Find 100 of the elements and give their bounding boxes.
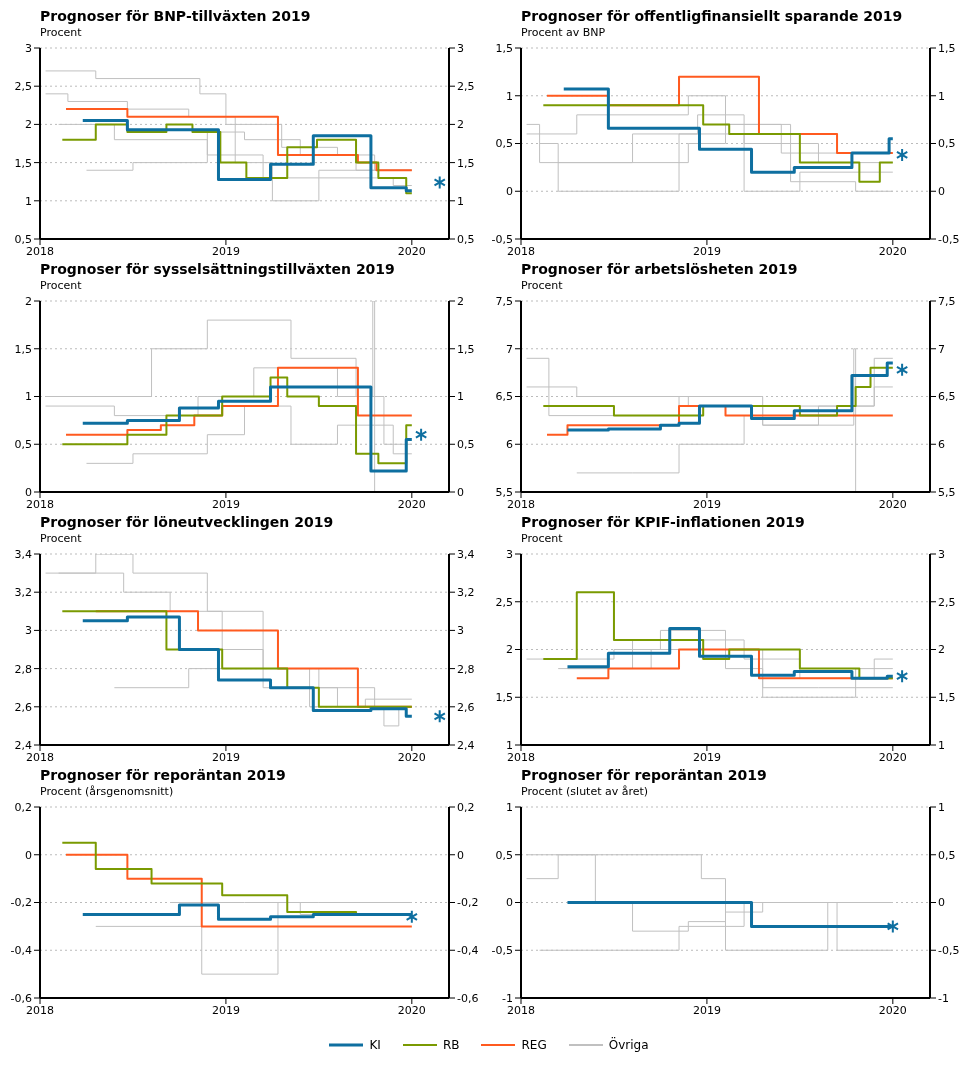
y2-tick-label: 0,5 (457, 232, 475, 246)
y2-tick-label: 1,5 (938, 41, 956, 55)
legend-label: RB (442, 1038, 460, 1052)
x-tick-label: 2020 (397, 750, 426, 764)
y2-tick-label: 0,5 (457, 438, 475, 452)
y-tick-label: 2,5 (14, 80, 32, 94)
chart-title: Prognoser för löneutvecklingen 2019 (40, 514, 335, 532)
y-tick-label: 3 (25, 41, 32, 55)
y2-tick-label: 1 (938, 738, 945, 752)
y-tick-label: -0,5 (491, 232, 513, 246)
x-tick-label: 2018 (26, 1003, 54, 1017)
x-tick-label: 2020 (397, 497, 426, 511)
y-tick-label: 6 (506, 438, 513, 452)
y-tick-label: 1 (506, 89, 513, 103)
y-tick-label: 2,5 (495, 595, 513, 609)
y-tick-label: 1,5 (495, 691, 513, 705)
y-tick-label: 3 (25, 624, 32, 638)
y-tick-label: -0,2 (10, 896, 32, 910)
y-tick-label: 0,5 (495, 137, 513, 151)
y2-tick-label: 1,5 (457, 156, 475, 170)
x-tick-label: 2020 (878, 244, 907, 258)
chart-subtitle: Procent (40, 279, 83, 294)
chart-title: Prognoser för offentligfinansiellt sparande 2019 (521, 8, 904, 26)
y-tick-label: 0 (25, 485, 32, 499)
x-tick-label: 2020 (397, 244, 426, 258)
chart-subtitle: Procent (slutet av året) (521, 785, 650, 800)
y2-tick-label: 1 (938, 800, 945, 814)
x-tick-label: 2019 (211, 1003, 240, 1017)
y-tick-label: 0,2 (14, 800, 32, 814)
x-tick-label: 2018 (26, 497, 54, 511)
y-tick-label: 0,5 (14, 438, 32, 452)
y2-tick-label: 1,5 (938, 691, 956, 705)
y2-tick-label: 1 (457, 194, 464, 208)
y-tick-label: -0,6 (10, 991, 32, 1005)
x-tick-label: 2019 (211, 497, 240, 511)
y2-tick-label: 2,5 (938, 595, 956, 609)
x-tick-label: 2018 (26, 244, 54, 258)
chart-subtitle: Procent (40, 26, 83, 41)
y2-tick-label: 3 (938, 547, 945, 561)
y-tick-label: 1 (506, 738, 513, 752)
y-tick-label: -0,4 (10, 944, 32, 958)
y-tick-label: 0,5 (14, 232, 32, 246)
x-tick-label: 2019 (692, 244, 721, 258)
y-tick-label: -0,5 (491, 944, 513, 958)
x-tick-label: 2019 (692, 497, 721, 511)
y2-tick-label: 1 (457, 390, 464, 404)
y2-tick-label: -1 (938, 991, 949, 1005)
y-tick-label: 2,6 (14, 700, 32, 714)
x-tick-label: 2020 (878, 497, 907, 511)
y2-tick-label: 2 (457, 118, 464, 132)
y-tick-label: 1 (25, 194, 32, 208)
y2-tick-label: -0,6 (457, 991, 479, 1005)
y-tick-label: 7,5 (495, 294, 513, 308)
y-tick-label: -1 (502, 991, 513, 1005)
y-tick-label: 1 (25, 390, 32, 404)
y2-tick-label: 3,2 (457, 586, 475, 600)
y2-tick-label: 2,5 (457, 80, 475, 94)
y-tick-label: 7 (506, 342, 513, 356)
y2-tick-label: 6,5 (938, 390, 956, 404)
x-tick-label: 2019 (692, 750, 721, 764)
y2-tick-label: 0,5 (938, 137, 956, 151)
y2-tick-label: 5,5 (938, 485, 956, 499)
x-tick-label: 2020 (878, 1003, 907, 1017)
y-tick-label: 5,5 (495, 485, 513, 499)
chart-title: Prognoser för reporäntan 2019 (40, 767, 287, 785)
y2-tick-label: 7,5 (938, 294, 956, 308)
y2-tick-label: -0,4 (457, 944, 479, 958)
y2-tick-label: 6 (938, 438, 945, 452)
y-tick-label: 0,5 (495, 848, 513, 862)
y-tick-label: 1,5 (495, 41, 513, 55)
x-tick-label: 2018 (507, 244, 535, 258)
chart-subtitle: Procent av BNP (521, 26, 607, 41)
y2-tick-label: 2 (457, 294, 464, 308)
y2-tick-label: 7 (938, 342, 945, 356)
legend-label: Övriga (608, 1038, 649, 1052)
chart-title: Prognoser för KPIF-inflationen 2019 (521, 514, 806, 532)
x-tick-label: 2018 (507, 1003, 535, 1017)
chart-subtitle: Procent (40, 532, 83, 547)
y2-tick-label: -0,5 (938, 944, 960, 958)
x-tick-label: 2020 (878, 750, 907, 764)
x-tick-label: 2019 (211, 750, 240, 764)
chart-title: Prognoser för arbetslösheten 2019 (521, 261, 799, 279)
y2-tick-label: 1,5 (457, 342, 475, 356)
y-tick-label: 6,5 (495, 390, 513, 404)
chart-subtitle: Procent (årsgenomsnitt) (40, 785, 175, 800)
x-tick-label: 2019 (211, 244, 240, 258)
y2-tick-label: 2,4 (457, 738, 475, 752)
y-tick-label: 2,8 (14, 662, 32, 676)
y-tick-label: 2 (25, 118, 32, 132)
y-tick-label: 2,4 (14, 738, 32, 752)
y-tick-label: 3,4 (14, 547, 32, 561)
y-tick-label: 0 (506, 896, 513, 910)
y-tick-label: 2 (25, 294, 32, 308)
chart-title: Prognoser för sysselsättningstillväxten 2019 (40, 261, 396, 279)
x-tick-label: 2018 (26, 750, 54, 764)
y-tick-label: 2 (506, 643, 513, 657)
y2-tick-label: 0 (457, 485, 464, 499)
y2-tick-label: -0,5 (938, 232, 960, 246)
y2-tick-label: 3 (457, 624, 464, 638)
x-tick-label: 2020 (397, 1003, 426, 1017)
